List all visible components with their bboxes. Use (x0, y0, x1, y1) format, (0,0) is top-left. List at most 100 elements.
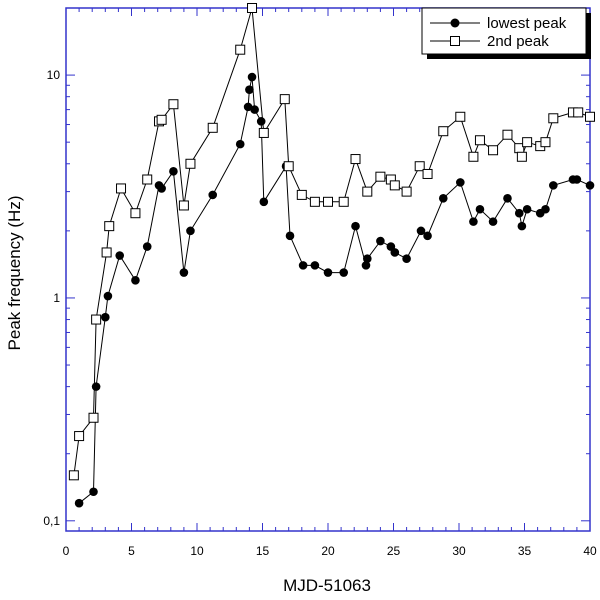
data-point-lowest-peak (351, 221, 360, 231)
y-axis-ticks: 0,1 1 10 (43, 7, 590, 528)
data-point-2nd-peak (474, 135, 485, 146)
data-point-lowest-peak (541, 204, 550, 214)
x-tick-label: 30 (452, 544, 466, 558)
legend: lowest peak 2nd peak (421, 7, 591, 59)
data-point-2nd-peak (296, 189, 307, 200)
data-point-lowest-peak (310, 261, 320, 270)
data-point-2nd-peak (235, 44, 246, 55)
data-point-2nd-peak (178, 200, 189, 211)
data-point-2nd-peak (130, 208, 141, 219)
data-point-2nd-peak (516, 151, 527, 162)
data-point-lowest-peak (402, 254, 411, 264)
data-point-2nd-peak (468, 151, 479, 162)
data-point-2nd-peak (522, 137, 533, 148)
data-point-2nd-peak (74, 431, 85, 442)
data-point-lowest-peak (469, 217, 478, 226)
data-point-2nd-peak (455, 111, 466, 122)
data-point-lowest-peak (247, 72, 257, 82)
data-point-lowest-peak (186, 226, 195, 236)
data-point-lowest-peak (416, 226, 426, 236)
data-point-lowest-peak (503, 193, 512, 203)
x-tick-label: 35 (518, 544, 532, 558)
data-point-lowest-peak (475, 204, 485, 214)
y-axis-title: Peak frequency (Hz) (5, 196, 24, 351)
data-point-lowest-peak (572, 175, 582, 184)
data-point-2nd-peak (88, 412, 99, 423)
data-point-2nd-peak (540, 137, 551, 148)
data-point-2nd-peak (422, 168, 433, 179)
x-tick-label: 5 (128, 544, 135, 558)
data-point-2nd-peak (548, 113, 559, 124)
data-point-lowest-peak (157, 184, 166, 193)
data-point-lowest-peak (438, 193, 448, 203)
data-point-lowest-peak (549, 181, 558, 190)
data-point-lowest-peak (169, 167, 178, 176)
data-point-2nd-peak (156, 114, 167, 125)
data-point-lowest-peak (390, 248, 400, 257)
data-point-lowest-peak (243, 102, 253, 112)
data-point-lowest-peak (488, 217, 498, 226)
x-tick-label: 0 (63, 544, 70, 558)
data-point-2nd-peak (91, 314, 102, 325)
data-point-2nd-peak (142, 174, 153, 185)
data-point-lowest-peak (74, 498, 84, 508)
data-point-lowest-peak (179, 268, 189, 277)
data-point-2nd-peak (350, 154, 361, 165)
data-point-2nd-peak (502, 129, 513, 140)
data-point-lowest-peak (423, 231, 432, 241)
data-point-2nd-peak (401, 186, 412, 197)
x-tick-label: 25 (387, 544, 401, 558)
data-point-lowest-peak (235, 139, 245, 149)
legend-box (421, 7, 587, 55)
data-point-2nd-peak (283, 161, 294, 172)
data-point-2nd-peak (438, 126, 449, 137)
data-point-2nd-peak (375, 171, 386, 182)
data-point-lowest-peak (256, 117, 266, 126)
data-point-2nd-peak (573, 107, 584, 118)
data-point-2nd-peak (258, 127, 269, 138)
data-point-lowest-peak (339, 268, 349, 277)
data-point-lowest-peak (131, 275, 140, 285)
data-point-lowest-peak (142, 242, 152, 251)
data-point-lowest-peak (517, 221, 527, 231)
x-axis-ticks: 0 5 10 15 20 25 30 35 40 (63, 8, 597, 558)
data-point-lowest-peak (298, 261, 308, 270)
data-point-2nd-peak (279, 94, 290, 105)
data-point-2nd-peak (389, 180, 400, 191)
data-point-lowest-peak (250, 105, 259, 114)
data-point-lowest-peak (115, 251, 125, 260)
x-tick-label: 20 (321, 544, 335, 558)
data-point-2nd-peak (101, 247, 112, 258)
legend-marker-2nd-peak (450, 36, 460, 46)
data-point-2nd-peak (116, 183, 127, 194)
data-point-2nd-peak (185, 158, 196, 169)
data-point-2nd-peak (309, 196, 320, 207)
data-point-lowest-peak (91, 382, 101, 391)
data-point-lowest-peak (361, 261, 371, 270)
data-point-2nd-peak (323, 196, 333, 207)
y-tick-label: 0,1 (43, 514, 60, 528)
data-point-2nd-peak (414, 161, 425, 172)
y-tick-label: 10 (47, 68, 61, 82)
data-point-2nd-peak (338, 196, 349, 207)
x-tick-label: 10 (190, 544, 204, 558)
data-point-2nd-peak (104, 221, 115, 232)
x-tick-label: 40 (583, 544, 597, 558)
data-point-2nd-peak (362, 186, 373, 197)
data-point-lowest-peak (245, 85, 254, 94)
data-point-lowest-peak (89, 487, 98, 497)
series-layer (68, 3, 595, 508)
data-point-lowest-peak (208, 190, 218, 200)
data-point-2nd-peak (207, 122, 218, 133)
y-tick-label: 1 (53, 291, 60, 305)
data-point-lowest-peak (585, 181, 595, 190)
data-point-lowest-peak (363, 254, 372, 264)
data-point-lowest-peak (285, 231, 295, 241)
data-point-lowest-peak (514, 208, 524, 218)
data-point-lowest-peak (259, 197, 269, 207)
data-point-lowest-peak (323, 268, 333, 277)
data-point-2nd-peak (168, 99, 179, 110)
data-point-lowest-peak (376, 236, 385, 246)
